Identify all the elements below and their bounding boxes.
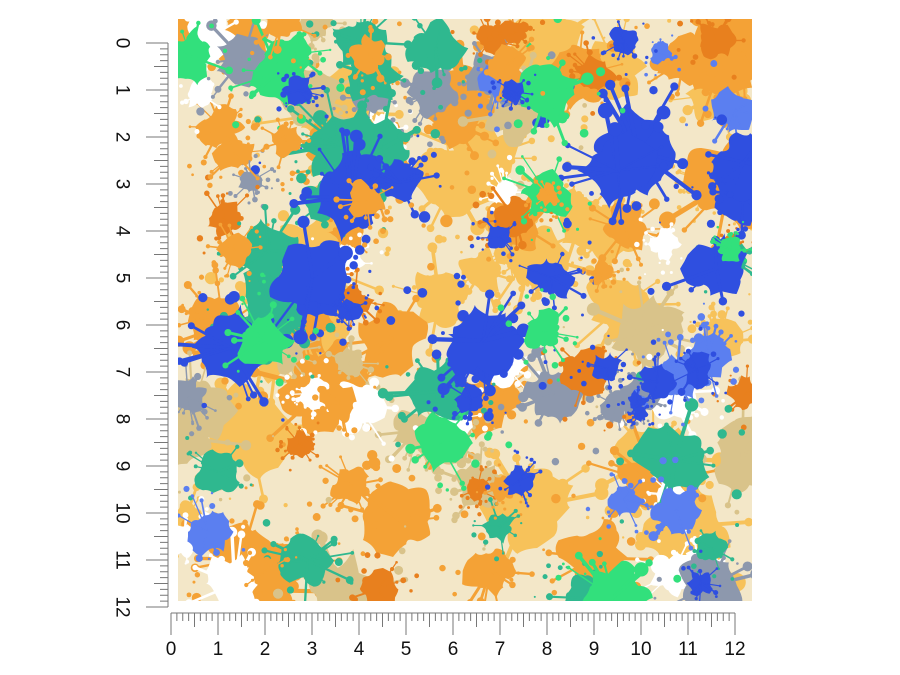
paint-splat <box>622 400 655 427</box>
paint-splat <box>681 549 722 601</box>
paint-splat <box>296 369 377 438</box>
paint-splat <box>403 280 550 422</box>
paint-splat <box>668 19 752 119</box>
ruler-label: 0 <box>112 38 133 49</box>
paint-splat <box>187 110 267 189</box>
ruler-label: 9 <box>589 639 600 660</box>
paint-splat <box>242 543 298 601</box>
ruler-label: 10 <box>630 639 651 660</box>
paint-splat <box>585 472 657 535</box>
paint-splat <box>178 485 246 562</box>
paint-splat <box>532 86 668 225</box>
ruler-label: 11 <box>678 639 698 660</box>
paint-splat <box>584 384 650 432</box>
paint-splat <box>621 339 687 416</box>
ruler-label: 4 <box>354 639 365 660</box>
paint-splat <box>497 288 579 382</box>
paint-splat <box>178 20 234 86</box>
ruler-label: 2 <box>112 132 133 143</box>
paint-splat <box>644 34 681 77</box>
paint-splat <box>710 220 752 262</box>
paint-splat <box>647 456 702 551</box>
paint-splat <box>469 210 517 263</box>
paint-splat <box>387 130 532 244</box>
paint-splat <box>581 249 630 293</box>
paint-splat <box>205 222 270 283</box>
paint-splat <box>653 326 727 396</box>
paint-splat <box>479 36 546 104</box>
paint-splat <box>685 60 752 149</box>
paint-splat <box>319 332 381 402</box>
paint-splat <box>228 187 396 355</box>
pattern-swatch <box>178 19 752 601</box>
paint-splat <box>540 345 641 432</box>
paint-splat <box>178 363 233 437</box>
paint-splat <box>591 20 658 76</box>
paint-splat <box>676 19 746 80</box>
paint-splat <box>335 552 420 601</box>
paint-splat <box>405 408 513 492</box>
ruler-label: 4 <box>112 226 133 237</box>
paint-splat <box>634 217 683 276</box>
paint-splat <box>245 114 312 182</box>
paint-splat <box>691 522 740 581</box>
paint-splat <box>484 449 543 508</box>
ruler-label: 0 <box>166 639 177 660</box>
ruler-label: 8 <box>112 414 133 425</box>
horizontal-ruler: 0 1 2 3 4 5 6 7 8 9 10 11 12 <box>166 612 746 660</box>
paint-splat <box>345 19 402 96</box>
paint-splat <box>276 71 329 119</box>
paint-splat <box>488 73 537 111</box>
paint-splat <box>185 436 253 501</box>
paint-splat <box>555 537 682 601</box>
ruler-label: 9 <box>112 461 133 472</box>
ruler-label: 8 <box>542 639 553 660</box>
paint-splat <box>498 19 626 147</box>
paint-splat <box>471 497 528 562</box>
paint-splat <box>622 19 748 97</box>
ruler-label: 7 <box>112 367 133 378</box>
paint-splat <box>705 116 752 216</box>
paint-splat <box>222 272 319 387</box>
ruler-label: 5 <box>112 273 133 284</box>
ruler-label: 3 <box>112 179 133 190</box>
ruler-label: 6 <box>448 639 459 660</box>
paint-splat <box>405 19 483 96</box>
ruler-label: 2 <box>260 639 271 660</box>
paint-splat <box>524 179 575 223</box>
paint-splat <box>261 519 355 601</box>
paint-splat <box>393 61 472 148</box>
paint-splat <box>331 285 370 331</box>
paint-splat <box>332 178 415 248</box>
paint-splat <box>487 19 546 49</box>
paint-splat <box>275 421 320 472</box>
paint-splat <box>518 240 596 317</box>
ruler-label: 6 <box>112 320 133 331</box>
ruler-label: 5 <box>401 639 412 660</box>
paint-splat <box>432 381 507 426</box>
paint-splat <box>569 334 643 408</box>
paint-splat <box>249 19 328 69</box>
ruler-label: 11 <box>112 550 133 570</box>
ruler-label: 12 <box>724 639 745 660</box>
ruler-label: 3 <box>307 639 318 660</box>
ruler-label: 1 <box>213 639 224 660</box>
ruler-label: 12 <box>112 596 133 617</box>
paint-splat <box>179 57 232 135</box>
ruler-label: 1 <box>112 85 133 96</box>
ruler-label: 10 <box>112 502 133 523</box>
paint-splatter-pattern <box>178 19 752 601</box>
paint-splat <box>439 532 535 601</box>
ruler-label: 7 <box>495 639 506 660</box>
paint-splat <box>306 455 383 530</box>
